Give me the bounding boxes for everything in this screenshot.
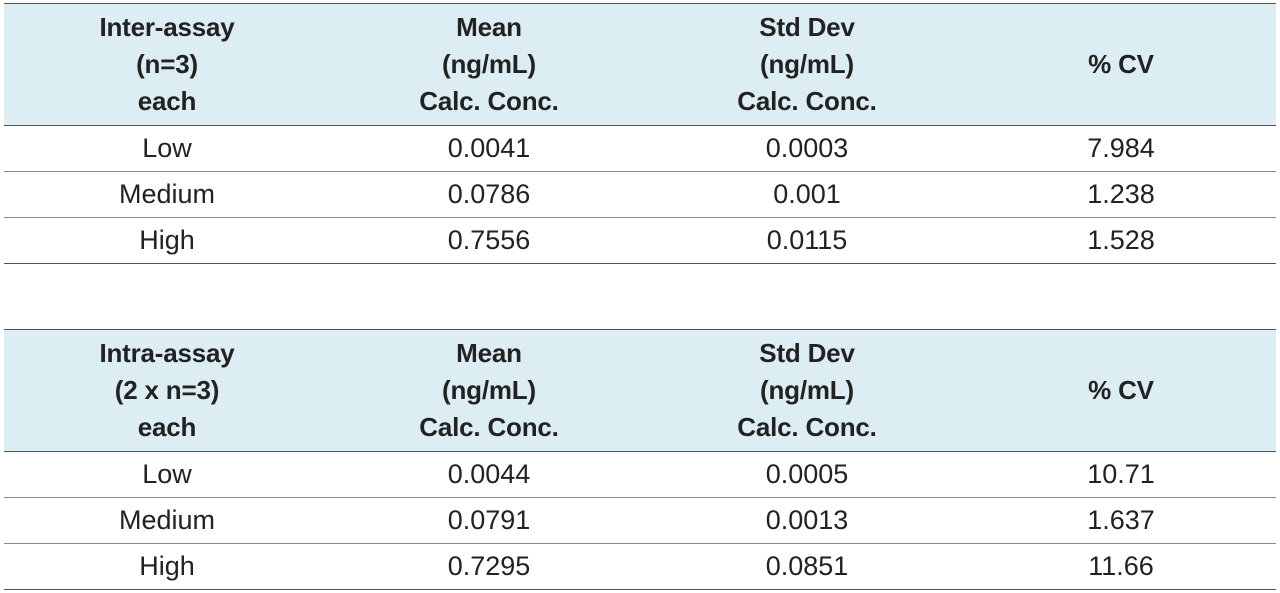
cell-std-dev: 0.001 (773, 179, 841, 209)
cell-mean: 0.0041 (447, 133, 531, 163)
header-line: Mean (456, 12, 522, 42)
cell-mean: 0.0786 (447, 179, 531, 209)
cell-mean: 0.7556 (447, 225, 531, 255)
cell-std-dev: 0.0003 (765, 133, 849, 163)
header-mean: Mean (ng/mL) Calc. Conc. (330, 3, 648, 126)
header-assay-type: Intra-assay (2 x n=3) each (4, 329, 330, 452)
table-row: Low 0.0041 0.0003 7.984 (4, 126, 1276, 172)
header-line: Mean (456, 338, 522, 368)
cell-std-dev: 0.0851 (765, 551, 849, 581)
cell-std-dev: 0.0013 (765, 505, 849, 535)
header-line: Intra-assay (99, 338, 235, 368)
cell-std-dev: 0.0005 (765, 459, 849, 489)
header-assay-type: Inter-assay (n=3) each (4, 3, 330, 126)
header-line: each (137, 86, 197, 116)
cell-cv: 1.238 (1087, 179, 1155, 209)
header-line: (ng/mL) (760, 375, 854, 405)
header-std-dev: Std Dev (ng/mL) Calc. Conc. (648, 329, 966, 452)
table-row: Low 0.0044 0.0005 10.71 (4, 452, 1276, 498)
cell-level: Low (142, 133, 192, 163)
header-line: (n=3) (136, 49, 198, 79)
table-header-row: Intra-assay (2 x n=3) each Mean (ng/mL) … (4, 329, 1276, 452)
header-line: (2 x n=3) (114, 375, 220, 405)
cell-cv: 10.71 (1087, 459, 1155, 489)
cell-level: High (139, 551, 195, 581)
header-line: (ng/mL) (760, 49, 854, 79)
header-line: each (137, 412, 197, 442)
cell-level: Medium (118, 179, 216, 209)
header-line: Std Dev (759, 338, 855, 368)
cell-cv: 7.984 (1087, 133, 1155, 163)
header-line: Inter-assay (99, 12, 235, 42)
header-mean: Mean (ng/mL) Calc. Conc. (330, 329, 648, 452)
table-row: High 0.7556 0.0115 1.528 (4, 218, 1276, 264)
header-cv: % CV (966, 329, 1276, 452)
cell-level: High (139, 225, 195, 255)
table-header-row: Inter-assay (n=3) each Mean (ng/mL) Calc… (4, 3, 1276, 126)
header-line: Calc. Conc. (419, 86, 559, 116)
cell-mean: 0.7295 (447, 551, 531, 581)
table-row: Medium 0.0791 0.0013 1.637 (4, 498, 1276, 544)
inter-assay-table: Inter-assay (n=3) each Mean (ng/mL) Calc… (4, 3, 1276, 264)
header-line: Std Dev (759, 12, 855, 42)
cell-cv: 11.66 (1088, 551, 1154, 581)
intra-assay-table: Intra-assay (2 x n=3) each Mean (ng/mL) … (4, 329, 1276, 590)
header-line: (ng/mL) (442, 375, 536, 405)
header-line: Calc. Conc. (737, 412, 877, 442)
cell-std-dev: 0.0115 (766, 225, 848, 255)
cell-cv: 1.637 (1087, 505, 1155, 535)
cell-cv: 1.528 (1087, 225, 1155, 255)
table-row: High 0.7295 0.0851 11.66 (4, 544, 1276, 590)
header-std-dev: Std Dev (ng/mL) Calc. Conc. (648, 3, 966, 126)
header-cv: % CV (966, 3, 1276, 126)
cell-mean: 0.0044 (447, 459, 531, 489)
header-line: Calc. Conc. (737, 86, 877, 116)
table-row: Medium 0.0786 0.001 1.238 (4, 172, 1276, 218)
header-line: % CV (1088, 375, 1154, 405)
cell-mean: 0.0791 (447, 505, 531, 535)
header-line: (ng/mL) (442, 49, 536, 79)
header-line: % CV (1088, 49, 1154, 79)
cell-level: Medium (118, 505, 216, 535)
header-line: Calc. Conc. (419, 412, 559, 442)
cell-level: Low (142, 459, 192, 489)
